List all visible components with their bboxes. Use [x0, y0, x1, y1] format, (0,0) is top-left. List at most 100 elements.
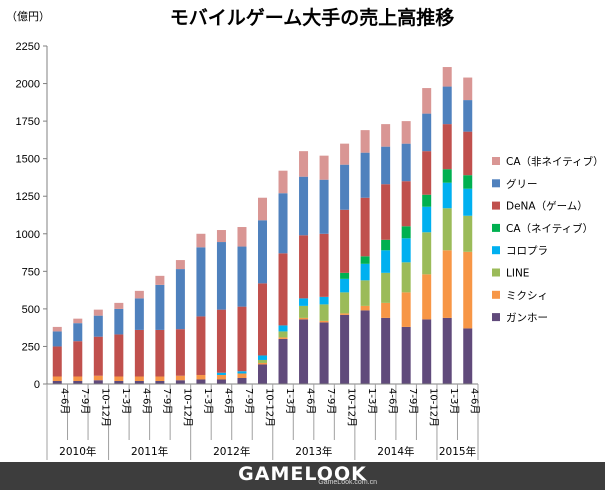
bar-segment — [216, 309, 226, 373]
year-label: 2010年 — [59, 445, 96, 458]
bar-segment — [442, 86, 452, 125]
bar-segment — [340, 314, 350, 384]
bar-stack — [422, 88, 432, 384]
bar-segment — [278, 253, 288, 326]
bar-stack — [463, 77, 473, 384]
bar-segment — [442, 169, 452, 183]
bar-segment — [93, 380, 103, 384]
bar-segment — [134, 298, 144, 330]
legend-swatch — [492, 290, 500, 299]
legend-swatch — [492, 246, 500, 255]
bar-segment — [196, 316, 206, 375]
bar-stack — [93, 309, 103, 384]
bar-segment — [422, 206, 432, 233]
bar-segment — [401, 292, 411, 327]
bar-segment — [258, 283, 267, 356]
bar-segment — [319, 304, 329, 321]
bar-stack — [196, 233, 206, 384]
bar-segment — [463, 100, 473, 132]
footer-watermark-bar: GAMELOOK GameLook.com.cn — [0, 462, 605, 490]
bar-segment — [237, 373, 247, 378]
bar-segment — [299, 317, 309, 320]
bar-segment — [340, 143, 350, 165]
bar-segment — [237, 377, 247, 384]
bar-segment — [258, 364, 267, 384]
bar-segment — [401, 181, 411, 227]
y-tick-label: 250 — [22, 341, 40, 353]
bar-segment — [216, 372, 226, 375]
x-category-label: 7-9月 — [161, 388, 173, 414]
bar-segment — [442, 208, 452, 251]
bar-segment — [401, 226, 411, 239]
bar-segment — [93, 336, 103, 376]
bar-segment — [319, 233, 329, 297]
bar-segment — [175, 380, 185, 384]
x-category-label: 1-3月 — [448, 388, 460, 414]
bar-segment — [299, 235, 309, 299]
bar-segment — [73, 323, 83, 342]
legend-swatch — [492, 157, 500, 165]
x-category-label: 4-6月 — [469, 388, 481, 414]
bar-segment — [463, 328, 473, 384]
bar-segment — [155, 284, 165, 330]
bar-stack — [134, 290, 144, 384]
legend-label: LINE — [506, 268, 529, 280]
bar-stack — [299, 151, 309, 384]
bar-segment — [52, 326, 62, 332]
legend-label: ガンホー — [506, 312, 548, 324]
legend-swatch — [492, 223, 500, 232]
bar-segment — [442, 67, 452, 87]
bar-segment — [278, 170, 288, 194]
bar-segment — [360, 305, 370, 311]
bar-segment — [340, 292, 350, 314]
bar-segment — [258, 362, 267, 365]
bar-segment — [52, 380, 62, 384]
bar-segment — [381, 302, 391, 318]
bar-segment — [134, 376, 144, 381]
bar-segment — [319, 155, 329, 180]
bar-segment — [299, 176, 309, 236]
y-tick-label: 1250 — [16, 191, 40, 203]
bar-segment — [299, 319, 309, 384]
x-category-label: 1-3月 — [120, 388, 132, 414]
bar-segment — [175, 260, 185, 270]
y-tick-label: 1000 — [16, 229, 40, 241]
x-axis: 4-6月 7-9月 10-12月 1-3月 4-6月 7-9月 10-12月 1-3月 4-6月… — [46, 383, 481, 460]
legend-label: コロプラ — [506, 245, 548, 257]
bar-segment — [73, 318, 83, 324]
bar-stack — [258, 197, 267, 384]
bar-stack — [319, 155, 329, 384]
bar-stack — [114, 302, 124, 384]
bar-segment — [381, 146, 391, 185]
bar-segment — [381, 272, 391, 303]
x-category-label: 7-9月 — [243, 388, 255, 414]
bar-segment — [278, 193, 288, 254]
bar-segment — [360, 197, 370, 257]
bar-segment — [463, 175, 473, 189]
year-label: 2011年 — [131, 445, 168, 458]
x-category-label: 4-6月 — [140, 388, 152, 414]
bar-segment — [360, 130, 370, 153]
bar-segment — [175, 375, 185, 381]
x-category-label: 7-9月 — [79, 388, 91, 414]
x-category-label: 7-9月 — [407, 388, 419, 414]
bar-segment — [93, 375, 103, 381]
x-category-label: 4-6月 — [305, 388, 317, 414]
bar-segment — [237, 227, 247, 247]
bar-segment — [442, 250, 452, 318]
bar-segment — [175, 269, 185, 330]
bar-stack — [237, 227, 247, 384]
bar-segment — [93, 309, 103, 316]
bar-stack — [278, 170, 288, 384]
bar-segment — [401, 121, 411, 144]
legend-label: グリー — [506, 177, 538, 190]
bar-segment — [114, 302, 124, 309]
bar-segment — [381, 250, 391, 273]
bar-stack — [442, 67, 452, 384]
x-category-label: 4-6月 — [387, 388, 399, 414]
year-label: 2015年 — [439, 445, 476, 458]
legend-label: DeNA（ゲーム） — [506, 201, 588, 213]
bar-segment — [299, 151, 309, 177]
bar-segment — [52, 376, 62, 381]
bar-segment — [299, 298, 309, 306]
